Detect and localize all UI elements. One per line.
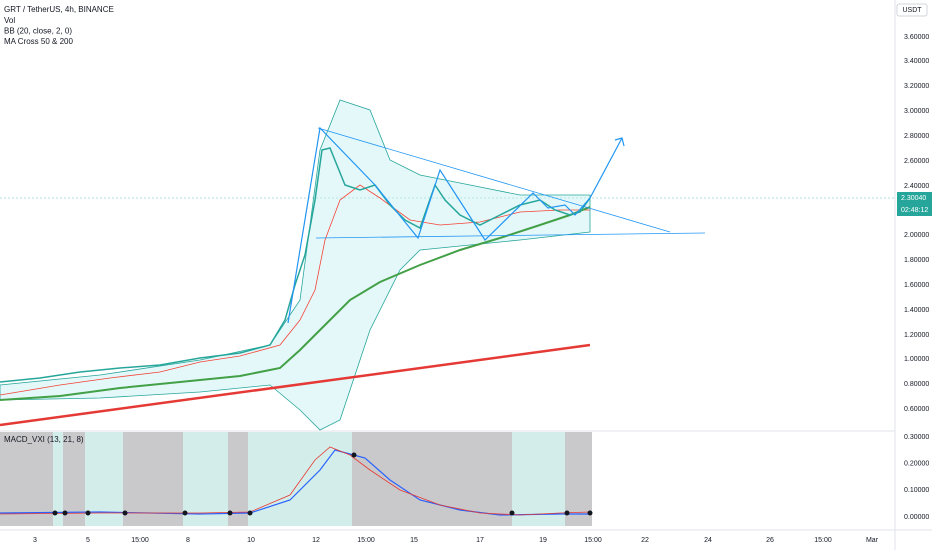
price-label: 3.40000	[904, 58, 929, 65]
price-label: 1.80000	[904, 257, 929, 264]
price-label: 1.00000	[904, 356, 929, 363]
price-label: 3.20000	[904, 83, 929, 90]
time-label: 10	[247, 537, 255, 544]
unit-badge[interactable]	[896, 3, 928, 17]
macd-axis-label: 0.20000	[904, 461, 929, 468]
price-label: 3.00000	[904, 108, 929, 115]
time-label: 15:00	[357, 537, 375, 544]
ma-200	[0, 343, 591, 427]
price-label: 2.40000	[904, 183, 929, 190]
cross-dot	[227, 510, 233, 516]
cross-dot	[85, 510, 91, 516]
macd-axis-label: 0.10000	[904, 487, 929, 494]
indicator-label: BB (20, close, 2, 0)	[4, 27, 72, 36]
price-label: 2.60000	[904, 158, 929, 165]
time-label: 19	[539, 537, 547, 544]
countdown-badge	[897, 204, 932, 216]
time-label: 15:00	[814, 537, 832, 544]
countdown: 02:48:12	[901, 207, 928, 214]
time-label: 3	[33, 537, 37, 544]
price-label: 0.80000	[904, 381, 929, 388]
macd-axis-label: 0.00000	[904, 514, 929, 521]
bollinger-bands	[0, 99, 591, 431]
cross-dot	[351, 452, 357, 458]
time-label: 17	[476, 537, 484, 544]
time-label: 15:00	[131, 537, 149, 544]
time-label: 8	[186, 537, 190, 544]
indicator-label: Vol	[4, 16, 15, 25]
price-label: 2.80000	[904, 133, 929, 140]
unit: USDT	[902, 7, 922, 14]
symbol-title: GRT / TetherUS, 4h, BINANCE	[4, 5, 114, 14]
macd-background	[0, 432, 592, 526]
cross-dot	[122, 510, 128, 516]
indicator-label: MA Cross 50 & 200	[4, 37, 73, 46]
time-label: Mar	[866, 537, 879, 544]
time-label: 12	[312, 537, 320, 544]
cross-dot	[587, 510, 593, 516]
trendline	[315, 232, 706, 239]
price-label: 1.40000	[904, 307, 929, 314]
drawing-pattern	[287, 126, 623, 324]
basis-line	[0, 184, 590, 396]
trendline	[317, 127, 671, 233]
last-price: 2.30040	[901, 195, 926, 202]
time-label: 22	[641, 537, 649, 544]
cross-dot	[509, 510, 515, 516]
cross-dot	[182, 510, 188, 516]
cross-dot	[52, 510, 58, 516]
cross-dot	[564, 510, 570, 516]
cross-dot	[247, 510, 253, 516]
signal-line	[0, 446, 591, 516]
time-label: 26	[766, 537, 774, 544]
price-label: 0.60000	[904, 406, 929, 413]
price-label: 1.60000	[904, 282, 929, 289]
time-label: 24	[704, 537, 712, 544]
time-label: 15	[410, 537, 418, 544]
ma-50	[0, 206, 591, 401]
arrow-head	[614, 137, 625, 147]
cross-dot	[62, 510, 68, 516]
macd-label: MACD_VXI (13, 21, 8)	[4, 435, 84, 444]
price-badge	[897, 192, 932, 204]
price-label: 2.00000	[904, 232, 929, 239]
price-label: 1.20000	[904, 332, 929, 339]
price-label: 3.60000	[904, 34, 929, 41]
time-label: 5	[86, 537, 90, 544]
time-label: 15:00	[584, 537, 602, 544]
macd-axis-label: 0.30000	[904, 434, 929, 441]
